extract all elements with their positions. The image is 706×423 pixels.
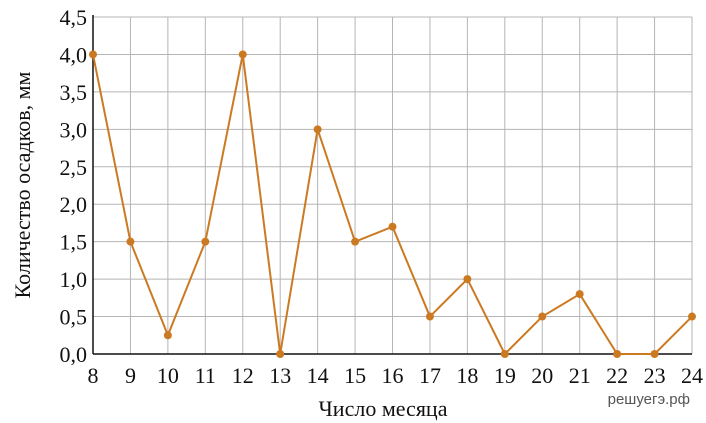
x-tick-label: 23 [644,363,666,388]
data-point [163,331,172,340]
x-tick-label: 17 [419,363,441,388]
y-tick-label: 2,5 [60,155,88,180]
data-point [500,350,509,358]
data-point [575,290,584,299]
x-tick-label: 24 [681,363,703,388]
data-point [126,237,135,246]
data-point [613,350,622,358]
y-tick-label: 0,0 [60,342,88,367]
x-axis-title: Число месяца [319,396,448,421]
data-point [238,50,247,59]
axes [92,15,692,355]
x-tick-label: 12 [232,363,254,388]
y-tick-label: 3,0 [60,117,88,142]
y-tick-label: 1,5 [60,230,88,255]
x-tick-label: 8 [88,363,99,388]
data-point [538,312,547,321]
grid [92,16,693,355]
data-point [688,312,696,321]
data-point [201,237,210,246]
y-axis-title: Количество осадков, мм [10,71,35,298]
y-tick-label: 0,5 [60,305,88,330]
x-tick-label: 11 [195,363,216,388]
y-tick-label: 4,0 [60,42,88,67]
data-point [650,350,659,358]
x-tick-label: 10 [157,363,179,388]
x-tick-label: 18 [456,363,478,388]
data-point [463,275,472,284]
x-tick-label: 13 [269,363,291,388]
data-point [89,50,97,59]
y-tick-label: 2,0 [60,192,88,217]
x-tick-labels: 8 9 10 11 12 13 14 15 16 17 18 19 20 21 22 23 24 [88,363,704,388]
x-tick-label: 20 [531,363,553,388]
series-precipitation [89,50,696,358]
data-point [351,237,360,246]
x-tick-label: 21 [569,363,591,388]
y-tick-labels: 0,0 0,5 1,0 1,5 2,0 2,5 3,0 3,5 4,0 4,5 [60,5,88,367]
x-tick-label: 22 [606,363,628,388]
y-tick-label: 1,0 [60,267,88,292]
data-point [276,350,285,358]
y-tick-label: 4,5 [60,5,88,30]
data-point [425,312,434,321]
x-tick-label: 19 [494,363,516,388]
y-tick-label: 3,5 [60,80,88,105]
x-tick-label: 14 [307,363,329,388]
x-tick-label: 16 [382,363,404,388]
data-point [388,222,397,231]
data-point [313,125,322,134]
x-tick-label: 15 [344,363,366,388]
watermark-text: решуегэ.рф [608,391,690,408]
x-tick-label: 9 [125,363,136,388]
